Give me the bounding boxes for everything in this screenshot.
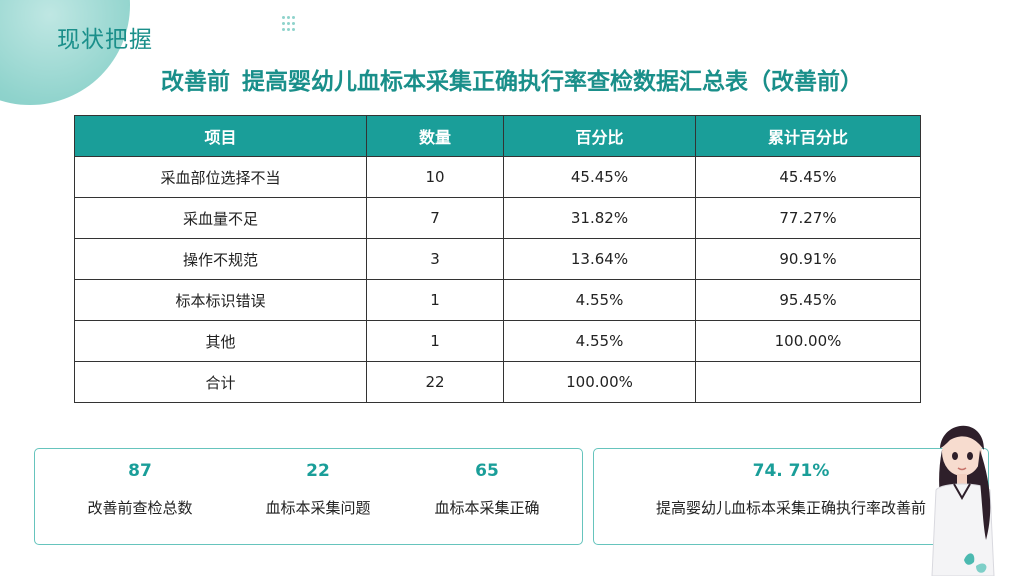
stat-value: 87 [128,461,152,481]
table-cell: 45.45% [503,156,696,198]
dot-pattern-decoration [282,16,296,32]
column-header: 项目 [74,115,367,157]
stat-total-checked: 87 改善前查检总数 [75,459,205,518]
column-header: 数量 [366,115,504,157]
stats-panel-counts: 87 改善前查检总数 22 血标本采集问题 65 血标本采集正确 [34,448,583,545]
stat-value: 65 [475,461,499,481]
table-cell: 31.82% [503,197,696,239]
page-title: 改善前 提高婴幼儿血标本采集正确执行率查检数据汇总表（改善前） [0,62,1024,96]
table-header-row: 项目 数量 百分比 累计百分比 [74,115,921,157]
stat-problems: 22 血标本采集问题 [253,459,383,518]
table-cell: 95.45% [695,279,921,321]
stat-label: 血标本采集正确 [434,499,540,517]
table-cell: 7 [366,197,504,239]
table-cell: 1 [366,320,504,362]
table-cell: 10 [366,156,504,198]
title-text: 提高婴幼儿血标本采集正确执行率查检数据汇总表（改善前） [242,69,863,95]
table-cell: 13.64% [503,238,696,280]
stat-label: 血标本采集问题 [265,499,371,517]
stat-correct-rate: 74. 71% 提高婴幼儿血标本采集正确执行率改善前 [604,459,978,518]
summary-table: 项目 数量 百分比 累计百分比 采血部位选择不当 10 45.45% 45.45… [74,115,921,403]
table-cell: 100.00% [503,361,696,403]
stat-label: 提高婴幼儿血标本采集正确执行率改善前 [655,499,926,517]
table-cell: 1 [366,279,504,321]
section-title: 现状把握 [57,27,153,53]
table-cell: 操作不规范 [74,238,367,280]
table-cell [695,361,921,403]
table-cell: 其他 [74,320,367,362]
table-cell: 22 [366,361,504,403]
table-row: 采血量不足 7 31.82% 77.27% [74,197,921,239]
table-cell: 合计 [74,361,367,403]
stat-correct: 65 血标本采集正确 [422,459,552,518]
table-cell: 45.45% [695,156,921,198]
table-cell: 采血量不足 [74,197,367,239]
nurse-illustration [931,425,995,576]
table-cell: 4.55% [503,279,696,321]
stat-value: 74. 71% [752,461,830,481]
table-row: 其他 1 4.55% 100.00% [74,320,921,362]
table-cell: 标本标识错误 [74,279,367,321]
table-cell: 3 [366,238,504,280]
table-cell: 100.00% [695,320,921,362]
table-row: 操作不规范 3 13.64% 90.91% [74,238,921,280]
table-cell: 77.27% [695,197,921,239]
table-cell: 90.91% [695,238,921,280]
table-total-row: 合计 22 100.00% [74,361,921,403]
column-header: 百分比 [503,115,696,157]
table-cell: 采血部位选择不当 [74,156,367,198]
title-prefix: 改善前 [161,69,230,95]
stat-label: 改善前查检总数 [87,499,193,517]
stats-panel-rate: 74. 71% 提高婴幼儿血标本采集正确执行率改善前 [593,448,989,545]
table-row: 采血部位选择不当 10 45.45% 45.45% [74,156,921,198]
table-cell: 4.55% [503,320,696,362]
table-row: 标本标识错误 1 4.55% 95.45% [74,279,921,321]
column-header: 累计百分比 [695,115,921,157]
stat-value: 22 [306,461,330,481]
